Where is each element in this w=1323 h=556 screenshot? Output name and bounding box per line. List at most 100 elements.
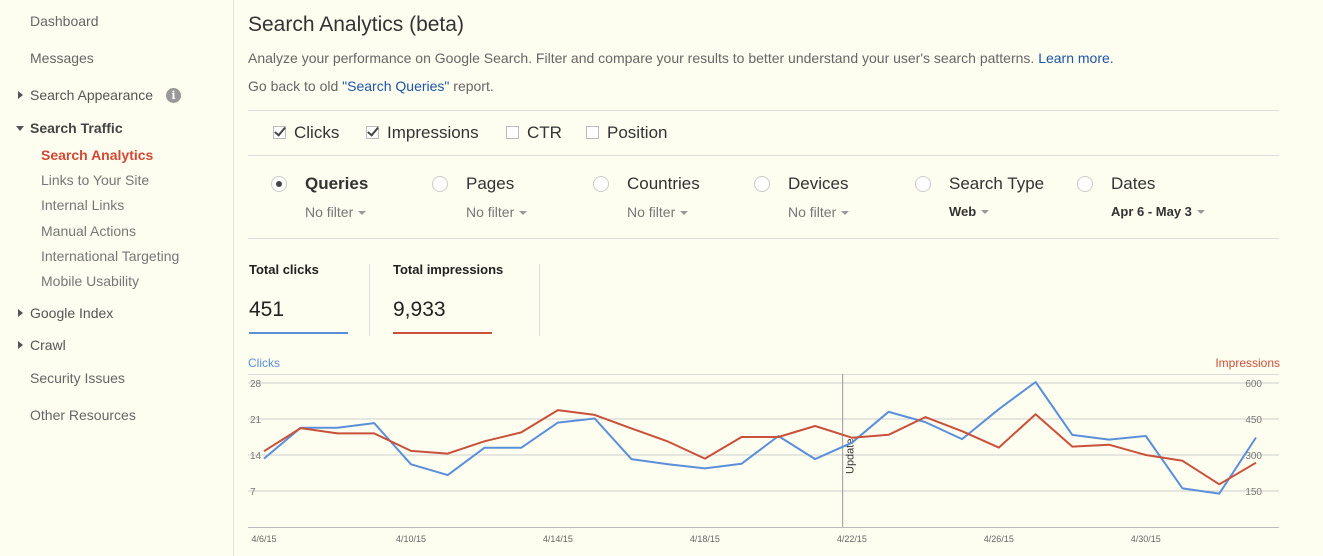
- dimension-queries-filter[interactable]: No filter: [305, 204, 367, 220]
- checkbox-checked-icon[interactable]: [273, 126, 286, 139]
- checkbox-unchecked-icon[interactable]: [506, 126, 519, 139]
- dimension-search-type-filter[interactable]: Web: [949, 204, 990, 219]
- stat-separator: [369, 264, 370, 336]
- filter-text: No filter: [466, 204, 515, 220]
- filter-text: No filter: [305, 204, 354, 220]
- dropdown-arrow-icon: [519, 211, 528, 215]
- dimension-dates-filter[interactable]: Apr 6 - May 3: [1111, 204, 1205, 219]
- back-suffix: report.: [449, 78, 494, 94]
- divider: [248, 110, 1279, 111]
- ctr-checkbox[interactable]: CTR: [506, 123, 562, 143]
- page-description: Analyze your performance on Google Searc…: [248, 50, 1114, 66]
- sidebar-subitem-manual-actions[interactable]: Manual Actions: [41, 223, 136, 239]
- radio-unselected-icon[interactable]: [1077, 176, 1093, 192]
- dropdown-arrow-icon: [841, 211, 850, 215]
- caret-right-icon[interactable]: [18, 341, 23, 349]
- filter-text: Apr 6 - May 3: [1111, 204, 1192, 219]
- sidebar-item-google-index[interactable]: Google Index: [30, 305, 114, 321]
- dimension-devices-label: Devices: [788, 174, 849, 193]
- filter-text: No filter: [788, 204, 837, 220]
- sidebar-item-messages[interactable]: Messages: [30, 50, 94, 66]
- sidebar-subitem-search-analytics[interactable]: Search Analytics: [41, 147, 154, 163]
- sidebar-subitem-international-targeting[interactable]: International Targeting: [41, 248, 180, 264]
- caret-right-icon[interactable]: [18, 309, 23, 317]
- sidebar-item-search-traffic[interactable]: Search Traffic: [30, 120, 123, 136]
- chart-right-axis-title: Impressions: [1215, 356, 1280, 370]
- dimension-countries-label: Countries: [627, 174, 700, 193]
- info-icon[interactable]: i: [166, 88, 181, 103]
- chart-annotation-label: Update: [845, 439, 857, 474]
- dimension-pages-label: Pages: [466, 174, 515, 193]
- radio-unselected-icon[interactable]: [593, 176, 609, 192]
- sidebar-item-search-appearance[interactable]: Search Appearance: [30, 87, 153, 103]
- clicks-checkbox[interactable]: Clicks: [273, 123, 339, 143]
- clicks-checkbox-label: Clicks: [294, 123, 340, 142]
- filter-text: No filter: [627, 204, 676, 220]
- divider: [248, 238, 1279, 239]
- chart-left-tick-label: 14: [250, 451, 262, 462]
- chart-left-tick-label: 7: [250, 487, 256, 498]
- dimension-queries-label: Queries: [305, 174, 369, 193]
- sidebar-item-dashboard[interactable]: Dashboard: [30, 13, 99, 29]
- dimension-devices-filter[interactable]: No filter: [788, 204, 850, 220]
- chart-x-tick-label: 4/14/15: [543, 534, 573, 544]
- chart-left-tick-label: 28: [250, 379, 262, 390]
- sidebar-subitem-links-to-your-site[interactable]: Links to Your Site: [41, 172, 150, 188]
- total-clicks-label: Total clicks: [249, 262, 319, 277]
- radio-unselected-icon[interactable]: [432, 176, 448, 192]
- page-title: Search Analytics (beta): [248, 13, 464, 36]
- position-checkbox[interactable]: Position: [586, 123, 667, 143]
- dimension-countries-filter[interactable]: No filter: [627, 204, 689, 220]
- chart-x-tick-label: 4/22/15: [837, 534, 867, 544]
- radio-unselected-icon[interactable]: [754, 176, 770, 192]
- chart-left-tick-label: 21: [250, 415, 262, 426]
- checkbox-checked-icon[interactable]: [366, 126, 379, 139]
- filter-text: Web: [949, 204, 977, 219]
- divider: [248, 155, 1279, 156]
- total-clicks-value: 451: [249, 298, 285, 321]
- back-prefix: Go back to old: [248, 78, 343, 94]
- total-impressions-stat[interactable]: Total impressions 9,933: [393, 262, 504, 334]
- sidebar-subitem-mobile-usability[interactable]: Mobile Usability: [41, 273, 140, 289]
- search-queries-link[interactable]: "Search Queries": [342, 78, 450, 94]
- chart-right-tick-label: 300: [1245, 451, 1262, 462]
- chart-right-tick-label: 150: [1245, 487, 1262, 498]
- sidebar-item-crawl[interactable]: Crawl: [30, 337, 66, 353]
- learn-more-link[interactable]: Learn more.: [1038, 50, 1114, 66]
- clicks-color-bar: [249, 332, 348, 334]
- dimension-pages-filter[interactable]: No filter: [466, 204, 528, 220]
- chart-x-tick-label: 4/18/15: [690, 534, 720, 544]
- dropdown-arrow-icon: [358, 211, 367, 215]
- chart-x-tick-label: 4/10/15: [396, 534, 426, 544]
- sidebar-subitem-internal-links[interactable]: Internal Links: [41, 197, 125, 213]
- chart-right-tick-label: 600: [1245, 379, 1262, 390]
- search-analytics-chart[interactable]: 7 14 21 28 150 300 450 600 4/6/15 4/10/15 4/14/15 4…: [248, 374, 1280, 554]
- dimension-search-type-label: Search Type: [949, 174, 1045, 193]
- chart-right-tick-label: 450: [1245, 415, 1262, 426]
- radio-unselected-icon[interactable]: [915, 176, 931, 192]
- description-text: Analyze your performance on Google Searc…: [248, 50, 1035, 66]
- main-content: Search Analytics (beta) Analyze your per…: [248, 0, 1280, 556]
- total-clicks-stat[interactable]: Total clicks 451: [249, 262, 348, 334]
- sidebar-item-security-issues[interactable]: Security Issues: [30, 370, 125, 386]
- impressions-color-bar: [393, 332, 492, 334]
- impressions-checkbox[interactable]: Impressions: [366, 123, 479, 143]
- chart-x-tick-label: 4/26/15: [984, 534, 1014, 544]
- total-impressions-value: 9,933: [393, 298, 446, 321]
- back-to-old-report: Go back to old "Search Queries" report.: [248, 78, 494, 94]
- caret-right-icon[interactable]: [18, 91, 23, 99]
- stat-separator: [539, 264, 540, 336]
- caret-down-icon[interactable]: [16, 126, 24, 131]
- chart-x-tick-label: 4/6/15: [251, 534, 276, 544]
- dropdown-arrow-icon: [1196, 210, 1205, 214]
- total-impressions-label: Total impressions: [393, 262, 504, 277]
- chart-series-line-clicks: [263, 381, 1257, 495]
- impressions-checkbox-label: Impressions: [387, 123, 479, 142]
- radio-selected-icon[interactable]: [271, 176, 287, 192]
- dropdown-arrow-icon: [981, 210, 990, 214]
- sidebar: Dashboard Messages Search Appearance i S…: [0, 0, 234, 556]
- chart-left-axis-title: Clicks: [248, 356, 280, 370]
- dropdown-arrow-icon: [680, 211, 689, 215]
- sidebar-item-other-resources[interactable]: Other Resources: [30, 407, 136, 423]
- checkbox-unchecked-icon[interactable]: [586, 126, 599, 139]
